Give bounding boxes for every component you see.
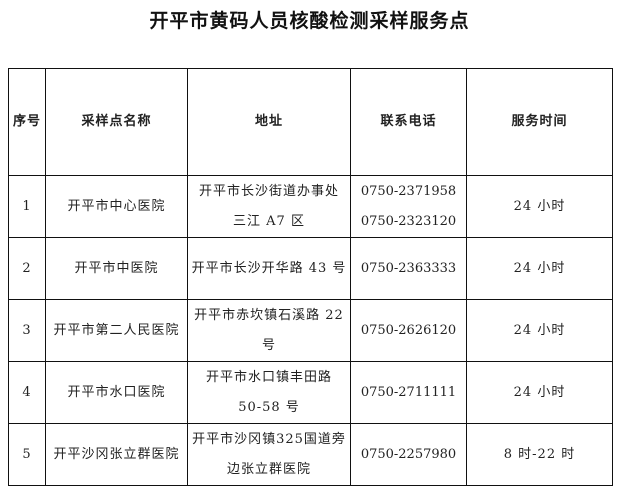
table-header-row: 序号 采样点名称 地址 联系电话 服务时间 [8,68,613,176]
address-line: 开平市长沙开华路 43 号 [191,260,347,276]
cell-address: 开平市赤坎镇石溪路 22 号 [187,299,351,362]
cell-name: 开平市中医院 [45,237,188,300]
address-line: 开平市长沙街道办事处 [198,183,339,199]
phone-number: 0750-2626120 [360,322,457,338]
cell-no: 5 [8,423,46,486]
cell-no: 2 [8,237,46,300]
cell-no: 3 [8,299,46,362]
cell-name: 开平沙冈张立群医院 [45,423,188,486]
phone-number: 0750-2257980 [360,446,457,462]
cell-hours: 24 小时 [466,361,613,424]
address-line: 边张立群医院 [226,461,311,477]
header-no: 序号 [8,68,46,176]
cell-hours: 24 小时 [466,237,613,300]
cell-address: 开平市长沙开华路 43 号 [187,237,351,300]
address-line: 开平市沙冈镇325国道旁 [192,431,346,447]
table-row: 5 开平沙冈张立群医院 开平市沙冈镇325国道旁 边张立群医院 0750-2257980… [8,423,613,486]
sampling-sites-table: 序号 采样点名称 地址 联系电话 服务时间 1 开平市中心医院 开平市长沙街道办事处… [8,68,613,486]
cell-address: 开平市沙冈镇325国道旁 边张立群医院 [187,423,351,486]
header-phone: 联系电话 [350,68,467,176]
cell-phone: 0750-2626120 [350,299,467,362]
address-line: 号 [261,337,276,353]
address-line: 开平市赤坎镇石溪路 22 [194,307,344,323]
phone-number: 0750-2323120 [360,213,457,229]
cell-phone: 0750-2363333 [350,237,467,300]
phone-number: 0750-2371958 [360,183,457,199]
cell-hours: 24 小时 [466,299,613,362]
cell-name: 开平市水口医院 [45,361,188,424]
cell-phone: 0750-2711111 [350,361,467,424]
cell-phone: 0750-2257980 [350,423,467,486]
header-address: 地址 [187,68,351,176]
table-row: 3 开平市第二人民医院 开平市赤坎镇石溪路 22 号 0750-2626120 24 小时 [8,299,613,362]
address-line: 开平市水口镇丰田路 [205,369,332,385]
address-line: 50-58 号 [238,399,300,415]
cell-hours: 8 时-22 时 [466,423,613,486]
cell-address: 开平市水口镇丰田路 50-58 号 [187,361,351,424]
cell-hours: 24 小时 [466,175,613,238]
page-title: 开平市黄码人员核酸检测采样服务点 [149,10,470,32]
cell-no: 1 [8,175,46,238]
cell-name: 开平市第二人民医院 [45,299,188,362]
cell-name: 开平市中心医院 [45,175,188,238]
header-name: 采样点名称 [45,68,188,176]
table-row: 4 开平市水口医院 开平市水口镇丰田路 50-58 号 0750-2711111 24 小… [8,361,613,424]
table-row: 1 开平市中心医院 开平市长沙街道办事处 三江 A7 区 0750-2371958 075… [8,175,613,238]
cell-phone: 0750-2371958 0750-2323120 [350,175,467,238]
table-row: 2 开平市中医院 开平市长沙开华路 43 号 0750-2363333 24 小时 [8,237,613,300]
cell-address: 开平市长沙街道办事处 三江 A7 区 [187,175,351,238]
header-hours: 服务时间 [466,68,613,176]
address-line: 三江 A7 区 [233,213,305,229]
phone-number: 0750-2711111 [360,384,457,400]
cell-no: 4 [8,361,46,424]
phone-number: 0750-2363333 [360,260,457,276]
